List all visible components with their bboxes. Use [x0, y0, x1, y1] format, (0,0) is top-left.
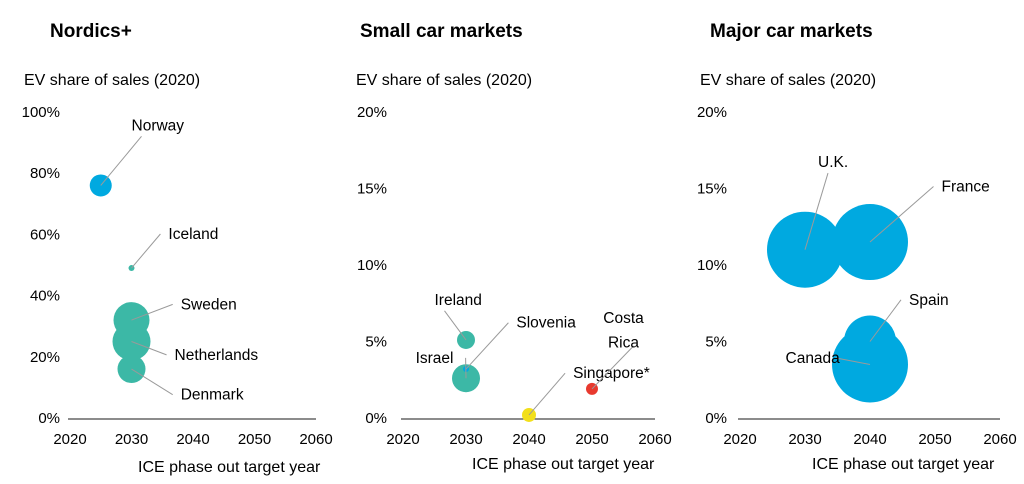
x-tick-label: 2020 — [386, 431, 419, 448]
point-label-costa-rica-2: Rica — [608, 335, 639, 352]
leader-line-denmark — [131, 368, 173, 396]
x-tick-label: 2040 — [512, 431, 545, 448]
y-axis-label: EV share of sales (2020) — [24, 72, 200, 89]
leader-line-costa-rica — [591, 345, 634, 390]
point-label-netherlands: Netherlands — [175, 347, 259, 364]
panel-title: Nordics+ — [50, 21, 132, 42]
leader-line-ireland — [444, 310, 467, 341]
x-tick-label: 2050 — [238, 431, 271, 448]
point-label-israel: Israel — [416, 350, 454, 367]
y-tick-label: 60% — [30, 226, 60, 243]
leader-line-spain — [869, 299, 902, 342]
chart-panel-2: Small car markets EV share of sales (2020… — [356, 21, 672, 473]
panel-title: Small car markets — [360, 21, 523, 42]
x-axis-label: ICE phase out target year — [138, 459, 321, 476]
x-tick-label: 2060 — [299, 431, 332, 448]
leader-line-canada — [835, 357, 871, 365]
point-label-costa-rica-1: Costa — [603, 310, 644, 327]
y-tick-label: 100% — [22, 104, 60, 121]
y-tick-label: 0% — [705, 410, 727, 427]
x-tick-label: 2030 — [788, 431, 821, 448]
x-tick-label: 2040 — [176, 431, 209, 448]
point-label-singapore: Singapore* — [573, 365, 650, 382]
y-tick-label: 15% — [697, 181, 727, 198]
x-tick-label: 2030 — [115, 431, 148, 448]
leader-line-singapore — [528, 372, 566, 416]
point-label-norway: Norway — [132, 117, 185, 134]
leader-line-norway — [100, 136, 142, 186]
x-tick-label: 2060 — [638, 431, 671, 448]
x-axis-label: ICE phase out target year — [812, 456, 995, 473]
chart-panel-1: Nordics+ EV share of sales (2020) ICE phas… — [22, 21, 333, 476]
point-label-sweden: Sweden — [181, 296, 237, 313]
x-tick-label: 2050 — [575, 431, 608, 448]
point-label-u-k: U.K. — [818, 154, 848, 171]
y-tick-label: 0% — [365, 410, 387, 427]
bubble-u-k — [767, 211, 843, 288]
x-tick-label: 2020 — [723, 431, 756, 448]
y-tick-label: 40% — [30, 288, 60, 305]
x-tick-label: 2060 — [983, 431, 1016, 448]
x-tick-label: 2040 — [853, 431, 886, 448]
leader-line-sweden — [131, 303, 173, 321]
leader-line-netherlands — [131, 341, 167, 356]
point-label-spain: Spain — [909, 292, 949, 309]
point-label-slovenia: Slovenia — [516, 315, 576, 332]
leader-line-u-k — [804, 172, 829, 250]
y-tick-label: 80% — [30, 165, 60, 182]
y-tick-label: 0% — [38, 410, 60, 427]
point-label-denmark: Denmark — [181, 387, 244, 404]
chart-panel-3: Major car markets EV share of sales (2020… — [697, 21, 1017, 473]
leader-line-slovenia — [465, 322, 509, 370]
y-tick-label: 20% — [697, 104, 727, 121]
point-label-iceland: Iceland — [168, 226, 218, 243]
point-label-france: France — [942, 179, 990, 196]
panel-title: Major car markets — [710, 21, 873, 42]
leader-line-iceland — [131, 233, 161, 269]
leader-line-france — [869, 186, 934, 243]
x-axis-label: ICE phase out target year — [472, 456, 655, 473]
y-tick-label: 10% — [357, 257, 387, 274]
y-tick-label: 5% — [365, 334, 387, 351]
x-tick-label: 2050 — [918, 431, 951, 448]
point-label-canada: Canada — [786, 350, 841, 367]
y-tick-label: 5% — [705, 334, 727, 351]
y-tick-label: 20% — [357, 104, 387, 121]
y-tick-label: 15% — [357, 181, 387, 198]
x-tick-label: 2020 — [53, 431, 86, 448]
y-axis-label: EV share of sales (2020) — [356, 72, 532, 89]
y-tick-label: 10% — [697, 257, 727, 274]
point-label-ireland: Ireland — [435, 292, 482, 309]
y-axis-label: EV share of sales (2020) — [700, 72, 876, 89]
x-tick-label: 2030 — [449, 431, 482, 448]
y-tick-label: 20% — [30, 349, 60, 366]
